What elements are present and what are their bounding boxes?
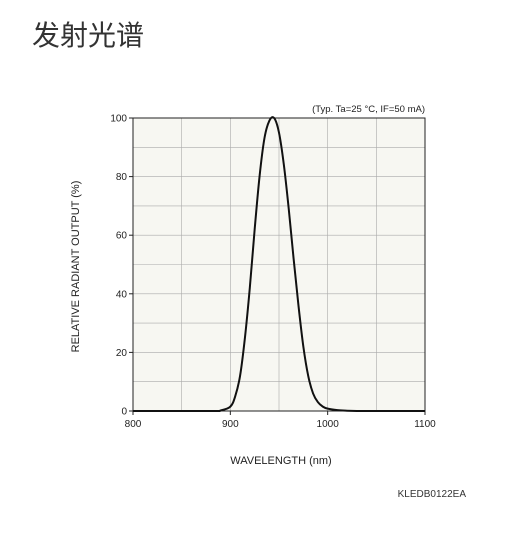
x-tick-label: 1100 xyxy=(414,419,436,430)
x-tick-label: 1000 xyxy=(317,419,340,430)
y-tick-label: 80 xyxy=(116,172,128,183)
x-axis-label: WAVELENGTH (nm) xyxy=(230,455,331,467)
y-tick-label: 40 xyxy=(116,289,128,300)
grid-lines xyxy=(133,118,425,411)
figure-code: KLEDB0122EA xyxy=(397,489,466,500)
x-tick-label: 800 xyxy=(125,419,142,430)
y-tick-label: 60 xyxy=(116,231,128,242)
y-tick-label: 20 xyxy=(116,348,128,359)
y-tick-label: 0 xyxy=(121,407,127,418)
page-heading: 发射光谱 xyxy=(32,19,145,52)
y-tick-label: 100 xyxy=(110,114,127,125)
plot-frame xyxy=(132,117,426,412)
x-tick-label: 900 xyxy=(222,419,239,430)
conditions-annotation: (Typ. Ta=25 °C, IF=50 mA) xyxy=(312,104,425,115)
y-axis-label: RELATIVE RADIANT OUTPUT (%) xyxy=(70,181,82,353)
spectrum-curve xyxy=(132,116,425,413)
